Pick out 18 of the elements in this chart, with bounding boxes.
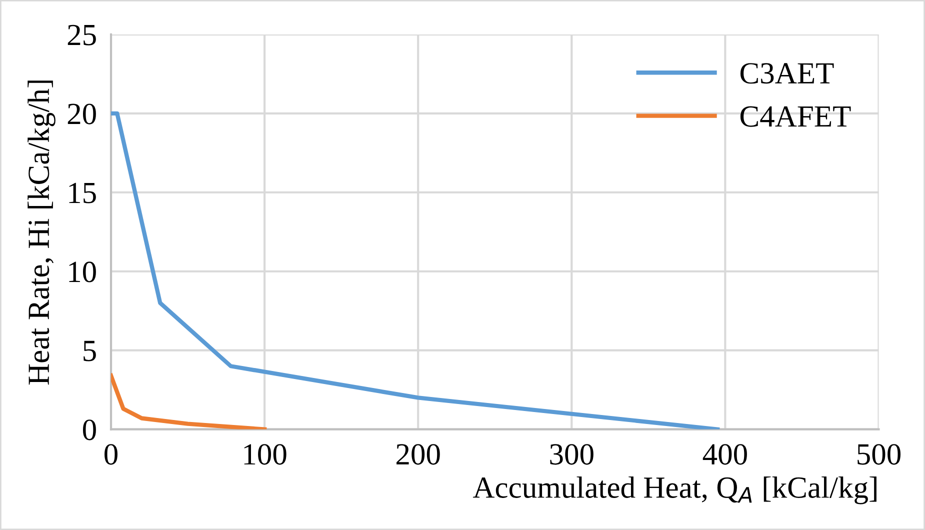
y-tick-label: 20	[68, 104, 96, 124]
x-tick-label: 400	[702, 444, 747, 465]
y-tick-label: 0	[83, 420, 96, 440]
y-tick-label: 15	[69, 182, 96, 204]
x-tick-label: 0	[104, 444, 118, 465]
line-series	[111, 111, 720, 430]
x-tick-label: 200	[396, 444, 440, 465]
x-axis-title: Accumulated Heat, Q$_{A}$ [kCal/kg]	[472, 476, 876, 504]
y-axis-title: Heat Rate, Hi [kCa/kg/h]	[28, 80, 56, 385]
x-tick-label: 500	[858, 444, 900, 465]
line-series	[111, 374, 267, 430]
y-tick-label: 25	[68, 24, 96, 46]
y-tick-label: 5	[84, 340, 96, 362]
x-tick-label: 100	[244, 444, 286, 465]
legend-label: C4AFET	[740, 106, 851, 127]
x-tick-label: 300	[550, 444, 594, 465]
y-tick-label: 10	[69, 262, 96, 282]
legend-label: C3AET	[740, 63, 834, 84]
